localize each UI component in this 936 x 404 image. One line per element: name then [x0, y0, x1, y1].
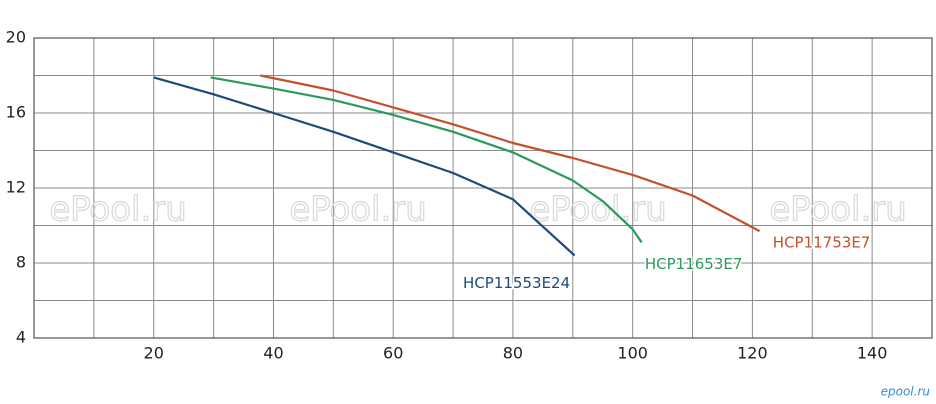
y-tick-label: 20 [6, 28, 26, 47]
y-tick-label: 16 [6, 103, 26, 122]
x-tick-label: 80 [503, 344, 523, 363]
series-line [260, 74, 761, 233]
series-line [153, 76, 576, 257]
x-tick-label: 20 [144, 344, 164, 363]
y-tick-label: 8 [16, 253, 26, 272]
series-label: HCP11553E24 [463, 274, 570, 292]
y-tick-label: 4 [16, 328, 26, 347]
watermark: ePool.ru [289, 190, 427, 230]
series-label: HCP11653E7 [645, 255, 743, 273]
x-tick-label: 140 [857, 344, 888, 363]
plot-border [33, 37, 933, 339]
watermark: ePool.ru [769, 190, 907, 230]
watermarks: ePool.ru ePool.ru ePool.ru ePool.ru [49, 189, 908, 230]
grid: 20 40 60 80 100 120 140 4 8 12 16 20 [6, 28, 933, 363]
lines: HCP11553E24 HCP11653E7 HCP11753E7 [153, 74, 872, 294]
x-tick-label: 100 [617, 344, 648, 363]
x-tick-label: 40 [263, 344, 283, 363]
watermark: ePool.ru [49, 190, 187, 230]
series-line [210, 76, 643, 244]
x-tick-label: 120 [737, 344, 768, 363]
logo: epool.ru [881, 385, 931, 399]
watermark: ePool.ru [529, 190, 667, 230]
series-label: HCP11753E7 [773, 234, 871, 252]
y-tick-label: 12 [6, 178, 26, 197]
x-tick-label: 60 [383, 344, 403, 363]
